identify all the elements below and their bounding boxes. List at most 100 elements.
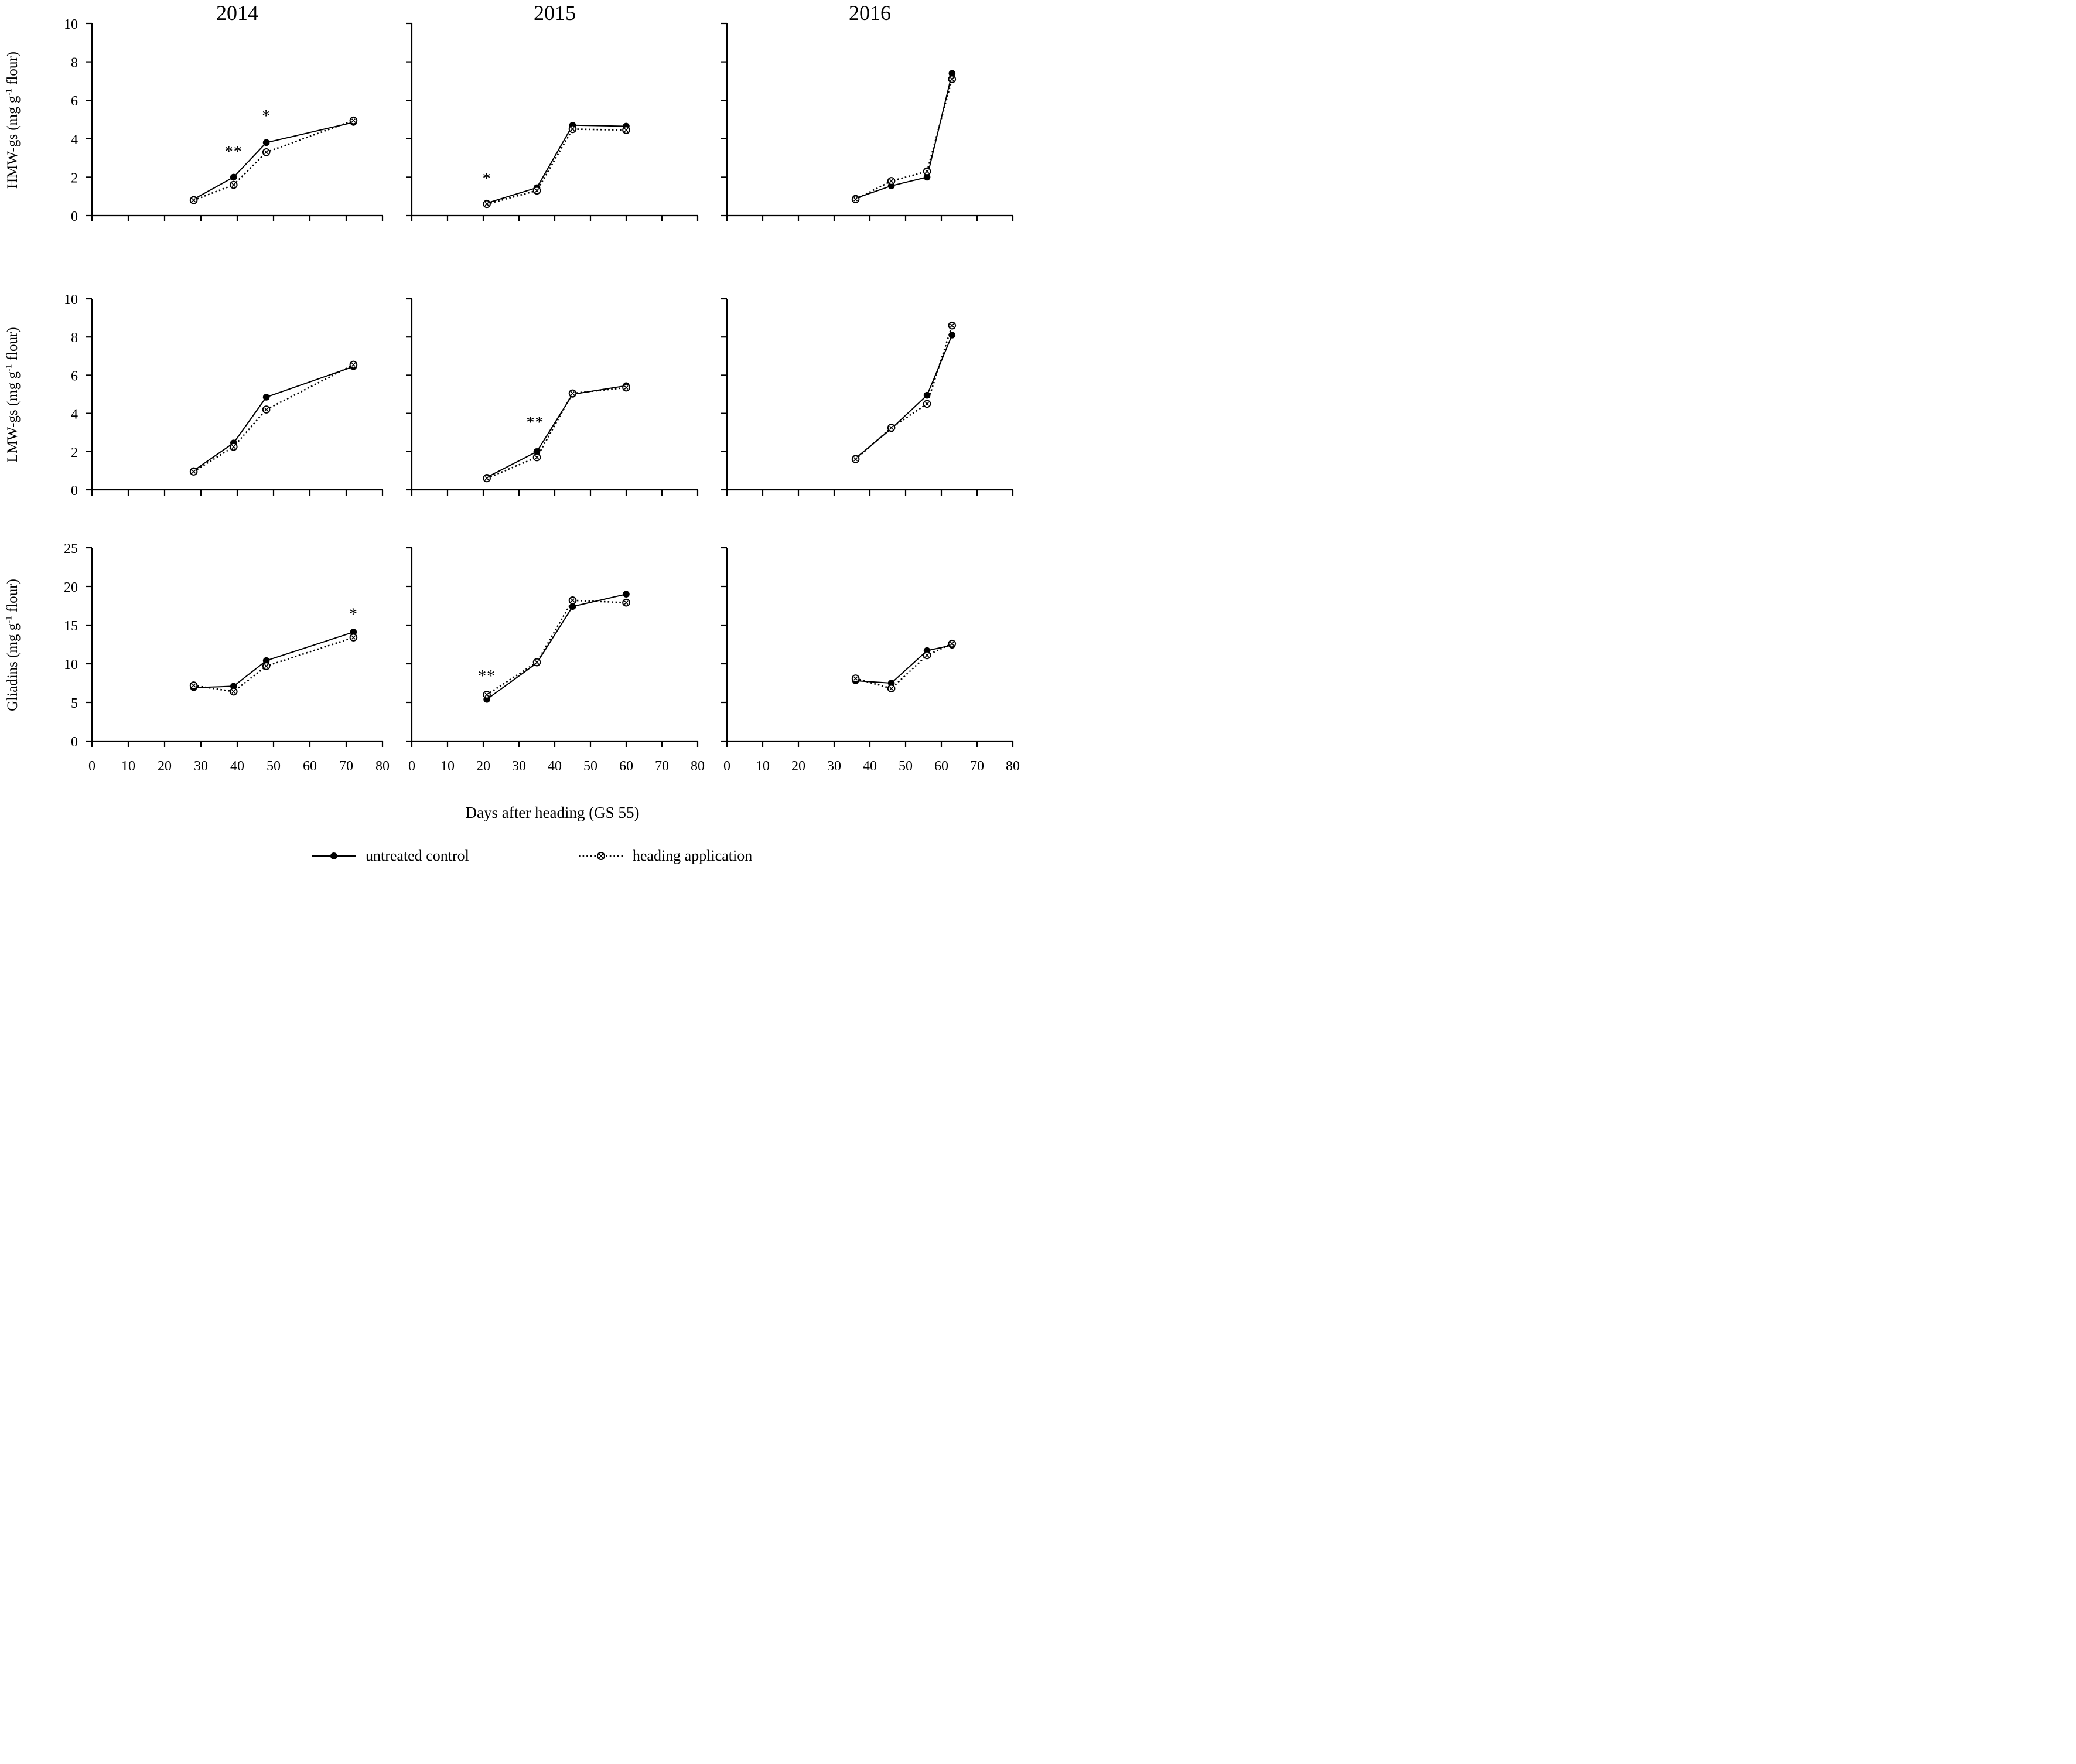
marker-heading-application (532, 453, 541, 462)
marker-heading-application (851, 455, 860, 463)
legend-circle-x-cross (599, 854, 603, 858)
line-heading-application (486, 599, 627, 695)
y-axis-label-text: flour) (5, 52, 21, 89)
year-title: 2015 (534, 1, 576, 25)
y-tick-label: 6 (71, 369, 78, 384)
y-axis-label-gliadins: Gliadins (mg g-1 flour) (3, 499, 23, 791)
figure: 0 2 4 6 8 10 2014 ** * 2015 * 2016 0 2 4 6 8 10 ** 0 5 10 15 20… (0, 0, 1038, 882)
legend-item-heading-application: heading application (578, 847, 752, 865)
line-heading-application (486, 128, 627, 205)
line-untreated-control (486, 124, 627, 204)
marker-untreated-control (569, 603, 576, 610)
marker-heading-application (568, 596, 577, 605)
x-tick-label: 20 (791, 759, 805, 774)
y-tick-label: 10 (64, 292, 78, 308)
x-tick-label: 30 (194, 759, 208, 774)
marker-heading-application (349, 633, 358, 642)
line-untreated-control (486, 385, 627, 478)
marker-heading-application (189, 681, 198, 690)
marker-heading-application (262, 662, 271, 670)
marker-untreated-control (948, 332, 956, 339)
marker-heading-application (948, 321, 957, 330)
y-tick-label: 10 (64, 657, 78, 673)
panel-gliadins-2015: 0 10 20 30 40 50 60 70 80 ** (406, 547, 705, 774)
line-heading-application (193, 364, 354, 473)
line-untreated-control (193, 631, 354, 688)
marker-heading-application (948, 75, 957, 83)
y-tick-label: 8 (71, 56, 78, 71)
x-tick-label: 80 (691, 759, 705, 774)
y-axis-label-text: LMW-gs (mg g (5, 371, 21, 463)
x-tick-label: 60 (303, 759, 317, 774)
marker-untreated-control (923, 391, 931, 399)
marker-heading-application (532, 658, 541, 667)
line-heading-application (193, 636, 354, 692)
significance-asterisk: ** (478, 667, 496, 685)
marker-heading-application (483, 474, 491, 483)
x-tick-label: 50 (267, 759, 281, 774)
marker-heading-application (262, 148, 271, 156)
y-axis-label-lmw-gs: LMW-gs (mg g-1 flour) (3, 248, 23, 541)
marker-heading-application (923, 651, 931, 660)
x-tick-label: 70 (339, 759, 353, 774)
legend-label-untreated-control: untreated control (366, 847, 469, 864)
line-heading-application (193, 120, 354, 202)
x-tick-label: 20 (476, 759, 490, 774)
y-tick-label: 0 (71, 209, 78, 224)
year-title: 2016 (849, 1, 891, 25)
marker-heading-application (483, 691, 491, 699)
marker-untreated-control (262, 394, 270, 401)
marker-heading-application (851, 195, 860, 203)
panel-hmw-gs-2015: 2015 * (406, 1, 699, 221)
x-tick-label: 10 (121, 759, 135, 774)
panel-lmw-gs-2015: ** (406, 298, 699, 496)
y-tick-label: 6 (71, 94, 78, 109)
marker-heading-application (230, 442, 238, 451)
x-tick-label: 10 (756, 759, 770, 774)
line-heading-application (855, 79, 953, 200)
marker-heading-application (887, 684, 896, 693)
y-axis-label-text: flour) (5, 327, 21, 364)
x-tick-label: 50 (899, 759, 913, 774)
legend: untreated control heading application (310, 847, 752, 865)
line-untreated-control (855, 644, 952, 684)
marker-untreated-control (262, 139, 270, 146)
y-tick-label: 4 (71, 132, 78, 148)
significance-asterisk: * (483, 170, 491, 188)
marker-heading-application (948, 639, 957, 648)
year-title: 2014 (216, 1, 258, 25)
y-tick-label: 5 (71, 696, 78, 711)
x-tick-label: 0 (88, 759, 95, 774)
panel-gliadins-2016: 0 10 20 30 40 50 60 70 80 (721, 547, 1020, 774)
marker-heading-application (887, 177, 896, 185)
panel-hmw-gs-2016: 2016 (721, 1, 1014, 221)
marker-heading-application (622, 126, 630, 134)
marker-untreated-control (623, 591, 630, 598)
significance-asterisk: ** (526, 414, 544, 432)
marker-heading-application (923, 400, 931, 408)
marker-heading-application (851, 674, 860, 683)
marker-untreated-control (923, 173, 931, 181)
marker-heading-application (262, 405, 271, 414)
legend-filled-circle-icon (330, 852, 337, 859)
x-tick-label: 40 (863, 759, 877, 774)
panel-gliadins-2014: 0 5 10 15 20 25 0 10 20 30 40 50 60 70 80 * (64, 541, 390, 774)
y-tick-label: 4 (71, 407, 78, 422)
line-untreated-control (855, 335, 953, 459)
marker-untreated-control (262, 657, 270, 664)
y-axis-label-text: HMW-gs (mg g (5, 95, 21, 189)
marker-heading-application (923, 167, 931, 176)
y-axis-label-hmw-gs: HMW-gs (mg g-1 flour) (3, 0, 23, 267)
line-untreated-control (486, 593, 627, 700)
x-tick-label: 80 (375, 759, 390, 774)
x-tick-label: 70 (655, 759, 669, 774)
marker-heading-application (568, 389, 577, 398)
panel-lmw-gs-2016 (721, 298, 1014, 496)
y-tick-label: 25 (64, 541, 78, 557)
y-tick-label: 2 (71, 170, 78, 186)
y-axis-label-superscript: -1 (4, 364, 14, 372)
marker-heading-application (622, 383, 630, 392)
line-heading-application (855, 325, 953, 460)
marker-heading-application (532, 186, 541, 195)
